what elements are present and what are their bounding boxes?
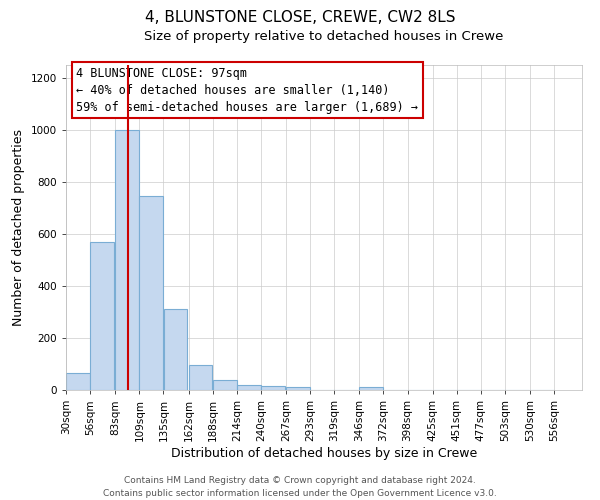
Text: Contains HM Land Registry data © Crown copyright and database right 2024.
Contai: Contains HM Land Registry data © Crown c… [103,476,497,498]
Bar [164,310,187,390]
Bar [213,380,236,390]
Bar [237,385,261,390]
Bar [90,242,114,390]
Bar [188,366,212,390]
Bar [261,386,285,390]
Bar [66,373,90,390]
Bar [359,388,383,390]
Text: 4, BLUNSTONE CLOSE, CREWE, CW2 8LS: 4, BLUNSTONE CLOSE, CREWE, CW2 8LS [145,10,455,25]
X-axis label: Distribution of detached houses by size in Crewe: Distribution of detached houses by size … [171,446,477,460]
Text: 4 BLUNSTONE CLOSE: 97sqm
← 40% of detached houses are smaller (1,140)
59% of sem: 4 BLUNSTONE CLOSE: 97sqm ← 40% of detach… [76,66,418,114]
Title: Size of property relative to detached houses in Crewe: Size of property relative to detached ho… [145,30,503,43]
Bar [139,196,163,390]
Bar [286,388,310,390]
Bar [115,130,139,390]
Y-axis label: Number of detached properties: Number of detached properties [12,129,25,326]
